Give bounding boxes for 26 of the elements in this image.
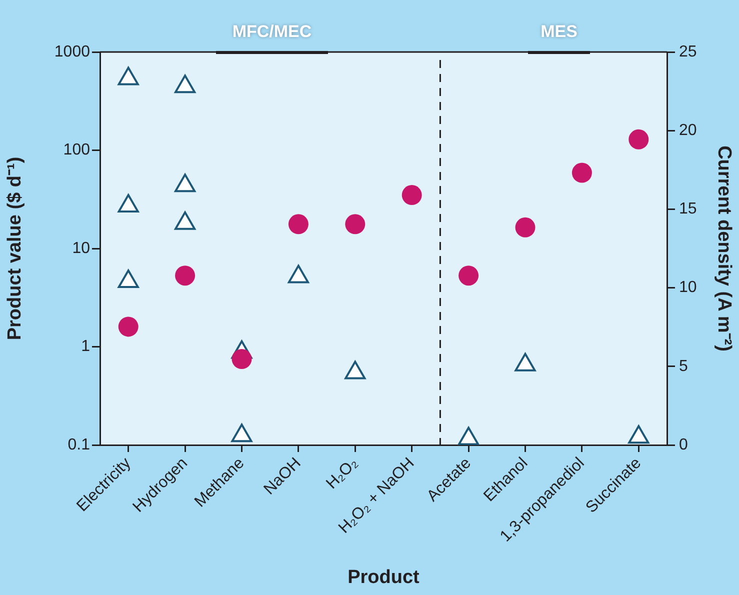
point [628,129,649,150]
y2-tick-label: 5 [679,358,688,375]
point [458,266,479,286]
y-tick-label: 10 [72,240,90,257]
y2-tick-label: 0 [679,436,688,454]
point [232,349,252,370]
x-axis-title: Product [348,566,420,588]
y-axis-title: Product value ($ d⁻¹) [4,156,26,340]
y2-tick-label: 20 [679,122,697,140]
text: MFC/MEC [231,22,313,42]
point [402,185,422,206]
y2-tick-label: 15 [679,200,697,218]
y2-axis-title: Current density (A m⁻²) [713,146,734,352]
y-tick-label: 1000 [54,43,90,60]
point [118,316,138,337]
y2-tick-label: 10 [679,279,697,296]
text: MES [540,22,578,42]
point [345,214,366,234]
point [288,214,308,234]
y-tick-label: 1 [81,338,90,356]
y2-tick-label: 25 [679,43,697,60]
y-tick-label: 0.1 [68,436,90,454]
point [572,162,592,183]
point [175,266,196,286]
y-tick-label: 100 [63,142,90,159]
point [515,217,536,238]
